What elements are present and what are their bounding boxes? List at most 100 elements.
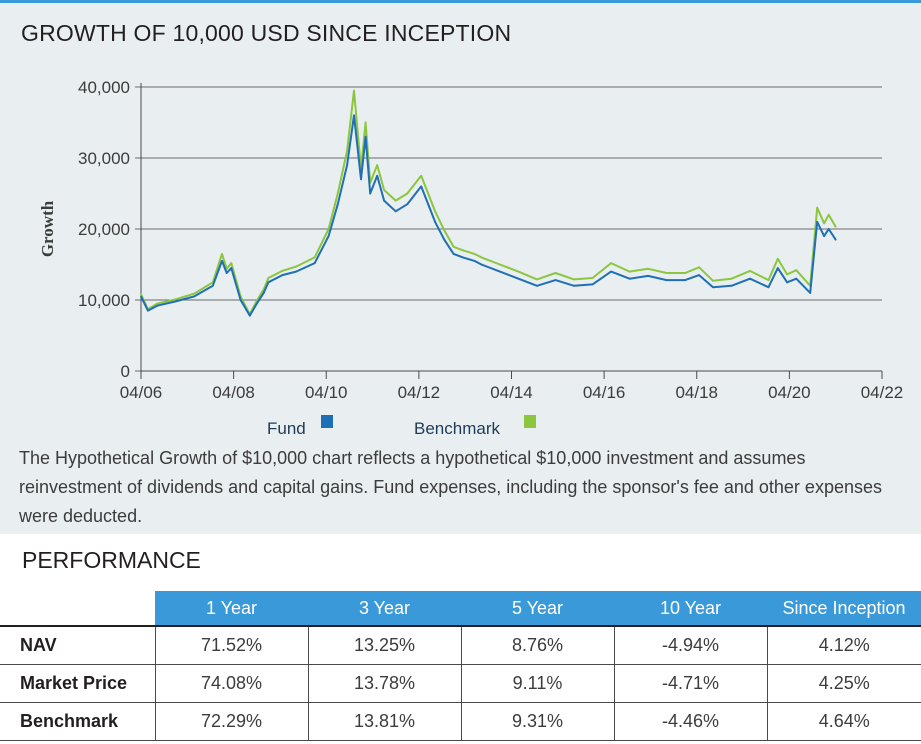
data-point-fund	[776, 267, 779, 269]
data-point-fund	[193, 295, 196, 298]
data-point-fund	[834, 238, 837, 241]
data-point-fund	[684, 279, 687, 281]
chart-note: The Hypothetical Growth of $10,000 chart…	[19, 448, 882, 526]
data-point-fund	[295, 270, 297, 273]
data-point-benchmark	[499, 263, 501, 266]
data-point-fund	[554, 279, 557, 281]
data-point-benchmark	[383, 189, 385, 191]
data-point-fund	[827, 228, 830, 230]
x-tick-label: 04/14	[490, 383, 533, 402]
x-tick-label: 04/06	[120, 383, 163, 402]
data-point-fund	[610, 270, 612, 273]
data-point-fund	[443, 238, 446, 241]
data-point-benchmark	[473, 253, 476, 255]
data-point-benchmark	[834, 226, 837, 228]
x-tick-label: 04/12	[398, 383, 441, 402]
data-point-benchmark	[591, 277, 594, 279]
data-point-benchmark	[140, 293, 142, 296]
table-row: Benchmark 72.29% 13.81% 9.31% -4.46% 4.6…	[0, 701, 921, 741]
data-point-fund	[628, 277, 631, 280]
y-axis-title: Growth	[38, 200, 57, 257]
table-cell: 4.64%	[766, 701, 921, 741]
data-point-fund	[823, 235, 825, 238]
series-line-benchmark	[140, 89, 837, 316]
data-point-fund	[230, 267, 233, 269]
column-header: 5 Year	[461, 591, 614, 626]
data-point-benchmark	[434, 210, 436, 213]
data-point-fund	[473, 260, 476, 262]
table-cell: -4.94%	[613, 625, 768, 665]
data-point-benchmark	[452, 245, 455, 248]
y-tick-label: 40,000	[78, 78, 130, 97]
data-point-fund	[647, 275, 649, 277]
data-point-benchmark	[462, 249, 464, 252]
growth-panel: GROWTH OF 10,000 USD SINCE INCEPTION 0 10…	[0, 0, 921, 534]
data-point-benchmark	[313, 256, 316, 259]
data-point-benchmark	[295, 265, 297, 268]
data-point-fund	[255, 302, 258, 305]
label-layer: 0 10,000 20,000 30,000 40,000 04/06 04/08 04/10…	[38, 78, 903, 402]
data-point-fund	[462, 256, 464, 259]
data-point-fund	[211, 284, 214, 287]
legend-fund-label: Fund	[267, 419, 306, 438]
data-point-fund	[267, 281, 270, 284]
table-row: Market Price 74.08% 13.78% 9.11% -4.71% …	[0, 663, 921, 703]
data-point-fund	[346, 164, 348, 167]
legend-fund-swatch	[321, 415, 333, 428]
data-point-fund	[376, 174, 379, 177]
chart-title: GROWTH OF 10,000 USD SINCE INCEPTION	[21, 20, 512, 46]
data-point-fund	[712, 286, 714, 289]
data-point-fund	[767, 286, 770, 289]
performance-header-row: 1 Year 3 Year 5 Year 10 Year Since Incep…	[0, 591, 921, 626]
data-point-fund	[313, 262, 316, 264]
header-blank-cell	[0, 591, 155, 626]
y-tick-label: 30,000	[78, 149, 130, 168]
column-header: 1 Year	[155, 591, 308, 626]
data-point-fund	[795, 277, 798, 280]
data-point-benchmark	[336, 192, 339, 195]
data-point-fund	[816, 221, 819, 223]
legend-benchmark-swatch	[524, 415, 536, 428]
legend-benchmark: Benchmark	[414, 412, 544, 438]
data-point-fund	[281, 274, 284, 276]
x-tick-label: 04/20	[768, 383, 811, 402]
data-point-benchmark	[443, 229, 446, 232]
table-cell: 13.81%	[307, 701, 462, 741]
table-cell: 9.11%	[460, 663, 615, 703]
x-tick-label: 04/22	[861, 383, 904, 402]
table-cell: 74.08%	[154, 663, 309, 703]
data-point-fund	[591, 283, 594, 286]
column-header: Since Inception	[767, 591, 921, 626]
data-point-benchmark	[786, 273, 788, 276]
legend-fund: Fund	[267, 412, 337, 438]
data-point-fund	[140, 295, 142, 298]
y-tick-label: 20,000	[78, 220, 130, 239]
data-point-benchmark	[776, 257, 779, 260]
data-point-fund	[364, 135, 367, 138]
legend-benchmark-label: Benchmark	[414, 419, 500, 438]
data-point-fund	[406, 203, 409, 206]
data-point-benchmark	[767, 279, 770, 281]
data-point-benchmark	[712, 279, 714, 282]
data-point-benchmark	[684, 272, 687, 274]
row-label: Benchmark	[0, 701, 156, 741]
y-tick-label: 0	[121, 362, 130, 381]
data-point-fund	[147, 309, 149, 312]
data-point-fund	[749, 277, 751, 280]
column-header: 3 Year	[308, 591, 461, 626]
data-point-fund	[698, 274, 700, 276]
data-point-fund	[517, 277, 520, 280]
table-cell: 9.31%	[460, 701, 615, 741]
table-cell: -4.46%	[613, 701, 768, 741]
data-point-benchmark	[420, 174, 423, 177]
data-point-benchmark	[647, 267, 649, 270]
series-layer	[140, 89, 837, 317]
performance-table: 1 Year 3 Year 5 Year 10 Year Since Incep…	[0, 591, 921, 741]
data-point-fund	[225, 272, 228, 274]
data-point-fund	[336, 203, 339, 206]
data-point-fund	[262, 292, 265, 294]
table-cell: 8.76%	[460, 625, 615, 665]
data-point-fund	[360, 178, 362, 181]
data-point-benchmark	[327, 228, 330, 230]
data-point-fund	[665, 279, 668, 281]
